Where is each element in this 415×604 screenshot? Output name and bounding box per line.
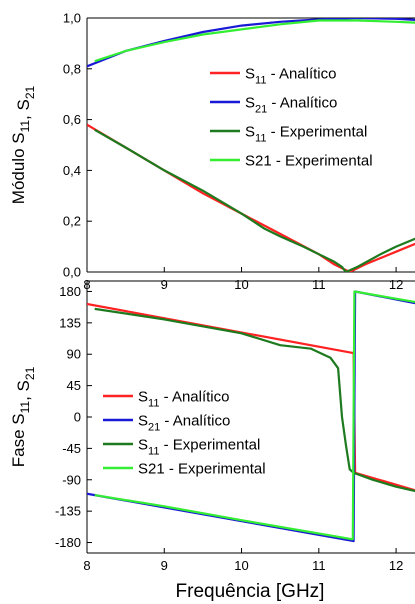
y-tick-label: 0,0 bbox=[63, 265, 81, 280]
y-tick-label: 0 bbox=[74, 410, 81, 425]
legend-entry-label: S11 - Experimental bbox=[138, 437, 260, 458]
x-tick-label: 9 bbox=[161, 277, 168, 292]
y-tick-label: 0,4 bbox=[63, 163, 81, 178]
x-tick-label: 8 bbox=[83, 558, 90, 573]
x-tick-label: 10 bbox=[234, 277, 248, 292]
y-tick-label: -135 bbox=[55, 504, 81, 519]
magnitude-chart: 0,00,20,40,60,81,089101112Módulo S11, S2… bbox=[9, 11, 415, 292]
series-line-s11-experimental bbox=[94, 307, 415, 493]
x-tick-label: 9 bbox=[161, 558, 168, 573]
legend-entry-label: S21 - Experimental bbox=[138, 461, 266, 478]
y-tick-label: 180 bbox=[59, 284, 81, 299]
series-line-s21-anal-tico bbox=[87, 18, 415, 68]
series-line-s21-anal-tico bbox=[87, 290, 415, 543]
x-tick-label: 12 bbox=[389, 558, 403, 573]
series-line-s21-experimental bbox=[94, 290, 415, 541]
y-tick-label: 0,8 bbox=[63, 61, 81, 76]
series-group bbox=[87, 18, 415, 272]
y-tick-label: -90 bbox=[62, 472, 81, 487]
series-group bbox=[87, 290, 415, 543]
y-axis-title: Fase S11, S21 bbox=[9, 366, 37, 467]
legend-entry-label: S21 - Analítico bbox=[138, 413, 230, 434]
y-tick-label: 135 bbox=[59, 315, 81, 330]
x-axis-title: Frequência [GHz] bbox=[176, 581, 325, 602]
y-tick-label: 0,2 bbox=[63, 214, 81, 229]
x-tick-label: 12 bbox=[389, 277, 403, 292]
series-line-s11-anal-tico bbox=[87, 123, 415, 272]
legend-entry-label: S11 - Analítico bbox=[138, 389, 229, 410]
y-tick-label: 0,6 bbox=[63, 112, 81, 127]
legend-entry-label: S11 - Experimental bbox=[245, 124, 367, 145]
legend-entry-label: S11 - Analítico bbox=[245, 66, 336, 87]
y-tick-label: 90 bbox=[67, 347, 81, 362]
series-line-s21-experimental bbox=[94, 19, 415, 63]
y-axis-title: Módulo S11, S21 bbox=[9, 85, 37, 204]
legend-entry-label: S21 - Experimental bbox=[245, 153, 373, 170]
x-tick-label: 11 bbox=[312, 558, 326, 573]
y-tick-label: 45 bbox=[67, 378, 81, 393]
y-tick-label: -180 bbox=[55, 535, 81, 550]
series-line-s11-experimental bbox=[94, 128, 415, 272]
y-tick-label: 1,0 bbox=[63, 11, 81, 26]
x-tick-label: 10 bbox=[234, 558, 248, 573]
y-tick-label: -45 bbox=[62, 441, 81, 456]
x-tick-label: 11 bbox=[312, 277, 326, 292]
legend-entry-label: S21 - Analítico bbox=[245, 95, 337, 116]
legend: S11 - Analítico S21 - Analítico S11 - Expe… bbox=[210, 66, 373, 170]
legend: S11 - Analítico S21 - Analítico S11 - Expe… bbox=[103, 389, 266, 478]
